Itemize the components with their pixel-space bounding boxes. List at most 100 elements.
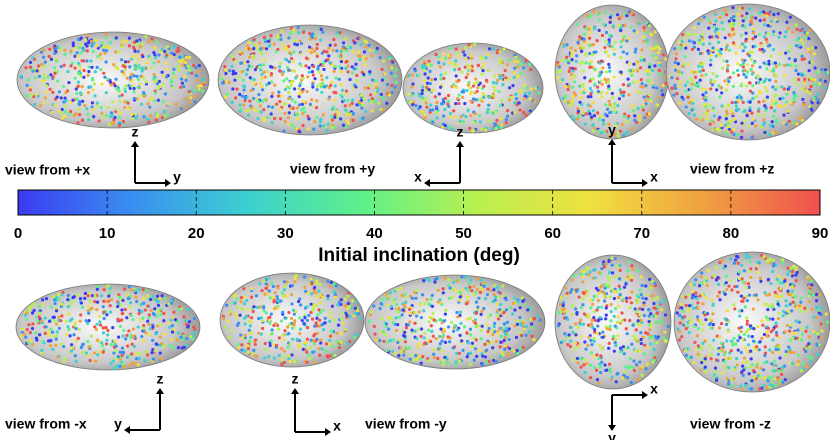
- particle: [506, 115, 509, 118]
- particle: [256, 46, 259, 49]
- particle: [60, 111, 63, 114]
- particle: [626, 269, 629, 272]
- particle: [422, 279, 425, 282]
- particle: [760, 44, 763, 47]
- particle: [750, 136, 753, 139]
- particle: [311, 83, 314, 86]
- particle: [342, 312, 345, 315]
- particle: [492, 288, 495, 291]
- particle: [232, 301, 235, 304]
- particle: [718, 50, 721, 53]
- particle: [303, 341, 306, 344]
- particle: [608, 103, 611, 106]
- particle: [617, 135, 620, 138]
- particle: [442, 62, 445, 65]
- particle: [499, 291, 502, 294]
- particle: [614, 41, 617, 44]
- particle: [243, 88, 246, 91]
- particle: [287, 86, 290, 89]
- particle: [253, 38, 256, 41]
- particle: [790, 309, 793, 312]
- particle: [53, 52, 56, 55]
- particle: [643, 29, 646, 32]
- particle: [438, 335, 441, 338]
- particle: [696, 334, 699, 337]
- particle: [495, 360, 498, 363]
- particle: [491, 329, 494, 332]
- particle: [268, 319, 271, 322]
- particle: [263, 293, 266, 296]
- particle: [344, 108, 347, 111]
- particle: [148, 316, 151, 319]
- particle: [715, 358, 718, 361]
- particle: [588, 112, 591, 115]
- particle: [198, 64, 201, 67]
- particle: [605, 70, 608, 73]
- particle: [423, 302, 426, 305]
- particle: [804, 346, 807, 349]
- particle: [231, 87, 234, 90]
- particle: [698, 294, 701, 297]
- particle: [430, 64, 433, 67]
- particle: [420, 110, 423, 113]
- particle: [800, 369, 803, 372]
- particle: [777, 104, 780, 107]
- particle: [105, 45, 108, 48]
- particle: [428, 279, 431, 282]
- particle: [726, 69, 729, 72]
- particle: [44, 325, 47, 328]
- particle: [455, 74, 458, 77]
- particle: [598, 344, 601, 347]
- particle: [623, 318, 626, 321]
- particle: [431, 312, 434, 315]
- particle: [242, 103, 245, 106]
- particle: [102, 72, 105, 75]
- particle: [649, 99, 652, 102]
- particle: [311, 318, 314, 321]
- particle: [165, 54, 168, 57]
- particle: [647, 320, 650, 323]
- particle: [90, 44, 93, 47]
- particle: [571, 58, 574, 61]
- particle: [513, 111, 516, 114]
- particle: [138, 58, 141, 61]
- particle: [320, 74, 323, 77]
- particle: [481, 282, 484, 285]
- particle: [723, 105, 726, 108]
- particle: [770, 54, 773, 57]
- particle: [734, 101, 737, 104]
- particle: [62, 85, 65, 88]
- particle: [304, 64, 307, 67]
- particle: [129, 76, 132, 79]
- particle: [632, 359, 635, 362]
- particle: [332, 38, 335, 41]
- particle: [292, 309, 295, 312]
- particle: [601, 34, 604, 37]
- particle: [745, 256, 748, 259]
- particle: [130, 113, 133, 116]
- particle: [818, 293, 821, 296]
- particle: [789, 101, 792, 104]
- particle: [287, 357, 290, 360]
- particle: [747, 335, 750, 338]
- particle: [727, 103, 730, 106]
- particle: [71, 301, 74, 304]
- particle: [250, 89, 253, 92]
- particle: [763, 291, 766, 294]
- particle: [807, 284, 810, 287]
- particle: [146, 353, 149, 356]
- particle: [748, 54, 751, 57]
- particle: [676, 77, 679, 80]
- particle: [275, 344, 278, 347]
- particle: [135, 39, 138, 42]
- particle: [513, 350, 516, 353]
- particle: [521, 296, 524, 299]
- particle: [488, 47, 491, 50]
- particle: [105, 342, 108, 345]
- particle: [29, 88, 32, 91]
- particle: [455, 311, 458, 314]
- particle: [729, 357, 732, 360]
- particle: [704, 88, 707, 91]
- particle: [189, 96, 192, 99]
- particle: [301, 74, 304, 77]
